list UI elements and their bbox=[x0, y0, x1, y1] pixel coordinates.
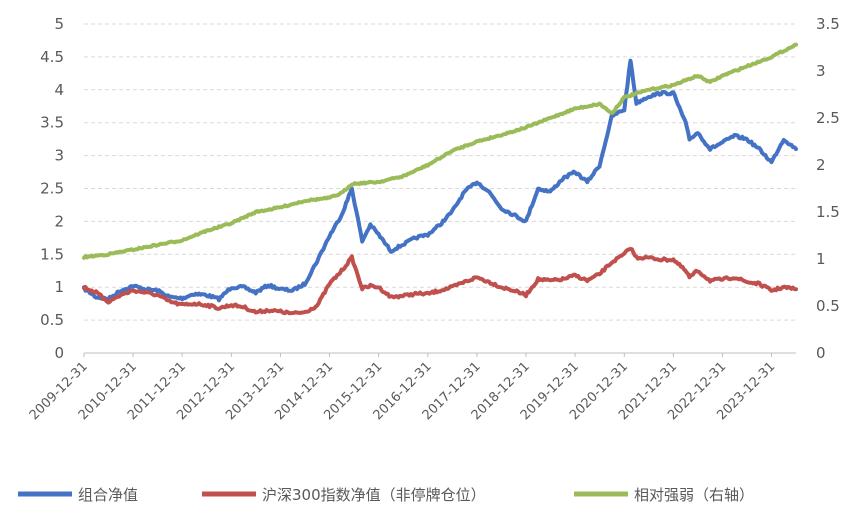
series-line bbox=[82, 42, 798, 260]
y-left-tick-label: 1 bbox=[54, 278, 64, 296]
y-right-tick-label: 0.5 bbox=[816, 297, 840, 315]
left-axis: 0 0.5 1 1.5 2 2.5 3 3.5 4 4.5 5 bbox=[40, 15, 64, 362]
y-left-tick-label: 2 bbox=[54, 212, 64, 230]
legend-label: 相对强弱（右轴） bbox=[634, 486, 754, 504]
y-left-tick-label: 2.5 bbox=[40, 180, 64, 198]
legend-label: 组合净值 bbox=[78, 486, 138, 504]
legend: 组合净值 沪深300指数净值（非停牌仓位） 相对强弱（右轴） bbox=[18, 486, 754, 504]
x-axis: 2009-12-312010-12-312011-12-312012-12-31… bbox=[27, 352, 796, 423]
y-left-tick-label: 3 bbox=[54, 147, 64, 165]
y-right-tick-label: 1 bbox=[816, 250, 826, 268]
y-left-tick-label: 1.5 bbox=[40, 245, 64, 263]
y-left-tick-label: 0 bbox=[54, 344, 64, 362]
series-line bbox=[82, 58, 798, 303]
y-right-tick-label: 3.5 bbox=[816, 15, 840, 33]
y-left-tick-label: 3.5 bbox=[40, 114, 64, 132]
y-right-tick-label: 1.5 bbox=[816, 203, 840, 221]
legend-label: 沪深300指数净值（非停牌仓位） bbox=[262, 486, 486, 504]
series-line bbox=[82, 246, 798, 316]
y-right-tick-label: 3 bbox=[816, 62, 826, 80]
y-right-tick-label: 0 bbox=[816, 344, 826, 362]
y-right-tick-label: 2 bbox=[816, 156, 826, 174]
y-right-tick-label: 2.5 bbox=[816, 109, 840, 127]
y-left-tick-label: 4 bbox=[54, 81, 64, 99]
right-axis: 0 0.5 1 1.5 2 2.5 3 3.5 bbox=[816, 15, 840, 362]
y-left-tick-label: 5 bbox=[54, 15, 64, 33]
series-layer bbox=[82, 42, 798, 316]
y-left-tick-label: 0.5 bbox=[40, 311, 64, 329]
y-left-tick-label: 4.5 bbox=[40, 48, 64, 66]
